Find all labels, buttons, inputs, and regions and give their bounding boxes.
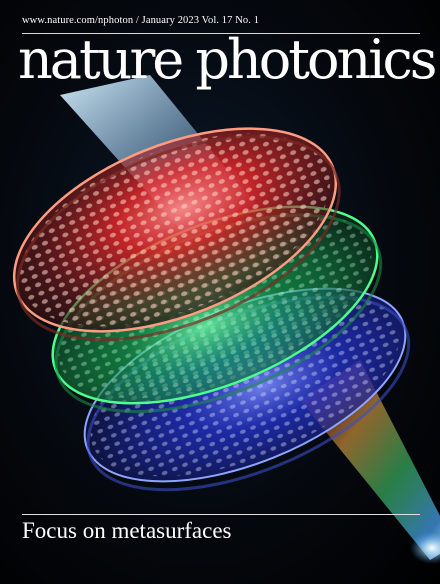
bottom-divider xyxy=(22,514,420,515)
issue-info: www.nature.com/nphoton / January 2023 Vo… xyxy=(22,15,260,26)
top-divider xyxy=(22,33,420,34)
red-metasurface-disc xyxy=(12,127,341,342)
focal-point-glow xyxy=(410,532,440,564)
journal-title: nature photonics xyxy=(18,28,437,91)
cover-headline: Focus on metasurfaces xyxy=(22,518,232,543)
